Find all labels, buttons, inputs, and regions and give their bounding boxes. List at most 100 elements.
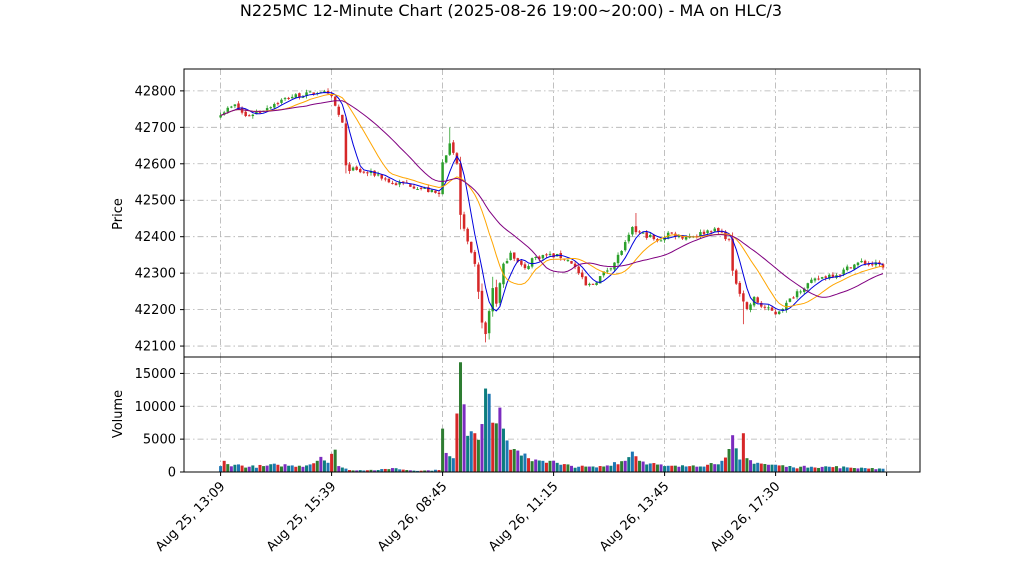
volume-bar (756, 462, 760, 472)
candle-body (416, 188, 419, 190)
volume-bar (806, 467, 810, 472)
volume-bar (351, 470, 355, 472)
volume-bar (634, 456, 638, 472)
candle-body (512, 252, 516, 259)
volume-bar (491, 422, 495, 472)
volume-bar (473, 433, 477, 472)
volume-bar (774, 464, 778, 472)
candle-body (820, 277, 824, 279)
volume-bar (691, 465, 695, 472)
candle-body (312, 92, 315, 94)
volume-bar (222, 460, 226, 472)
volume-bar (856, 468, 860, 472)
candle-body (219, 115, 222, 118)
candle-body (777, 311, 781, 314)
candle-body (795, 291, 799, 298)
candle-body (548, 253, 552, 255)
moving-average-lines (220, 91, 884, 312)
volume-bar (480, 424, 484, 472)
volume-bar (817, 467, 821, 472)
volume-bar (333, 449, 337, 472)
volume-bar (330, 453, 334, 472)
volume-bar (519, 455, 523, 472)
candle-body (523, 264, 527, 269)
candle-body (255, 111, 258, 115)
volume-bar (698, 466, 702, 472)
volume-bar (548, 460, 552, 472)
candle-body (308, 91, 312, 93)
volume-bar (376, 470, 380, 472)
candle-body (838, 274, 842, 276)
volume-bar (240, 465, 244, 472)
volume-bar (229, 466, 233, 472)
candle-body (656, 239, 659, 241)
volume-bar (788, 466, 792, 472)
candle-body (412, 186, 416, 189)
volume-bar (344, 468, 348, 472)
candle-body (824, 276, 827, 278)
candle-body (699, 232, 702, 237)
volume-bar (680, 465, 685, 472)
volume-bar (799, 466, 803, 472)
candle-body (459, 163, 462, 215)
volume-bar (437, 470, 441, 472)
volume-bar (416, 470, 420, 472)
volume-bar (655, 464, 659, 472)
volume-bar (398, 469, 402, 472)
candle-body (509, 252, 512, 261)
x-tick-label: Aug 26, 08:45 (375, 479, 451, 555)
candle-body (684, 236, 688, 240)
candle-body (430, 189, 434, 193)
volume-bar (466, 435, 470, 472)
candle-body (283, 98, 287, 100)
volume-y-axis-ticks: 0 5000 10000 15000 (135, 367, 184, 481)
candle-body (427, 187, 430, 193)
volume-bar (659, 464, 663, 472)
volume-bar (867, 468, 871, 472)
volume-bar (845, 467, 849, 472)
volume-bar (426, 470, 430, 472)
price-y-tick-label: 42400 (135, 230, 176, 245)
candle-body (802, 288, 806, 292)
candle-body (487, 311, 491, 334)
volume-bar (297, 465, 301, 472)
volume-bar (305, 465, 309, 472)
volume-bar (552, 460, 556, 472)
candle-body (681, 235, 684, 239)
candle-body (749, 304, 752, 310)
candle-body (720, 231, 724, 233)
volume-bar (695, 466, 699, 472)
candle-body (874, 262, 878, 266)
volume-bar (527, 458, 531, 472)
volume-bar (842, 466, 846, 472)
candle-body (627, 234, 631, 242)
candle-body (799, 291, 802, 293)
candle-body (437, 192, 441, 195)
volume-bars (219, 362, 885, 472)
volume-bar (394, 468, 398, 472)
candle-body (269, 107, 272, 109)
candle-body (477, 264, 480, 292)
candle-body (273, 104, 276, 108)
volume-bar (591, 466, 595, 472)
candle-body (330, 94, 333, 97)
price-y-axis-label: Price (111, 198, 126, 230)
volume-bar (509, 449, 513, 472)
volume-bar (670, 465, 674, 472)
candle-body (337, 106, 341, 115)
volume-bar (770, 464, 774, 472)
candle-body (702, 231, 706, 235)
candle-body (588, 283, 591, 286)
candle-body (638, 231, 641, 233)
volume-bar (505, 440, 509, 472)
volume-bar (716, 464, 720, 472)
volume-bar (813, 467, 817, 472)
volume-bar (315, 460, 319, 472)
volume-bar (537, 460, 541, 472)
candle-body (595, 282, 598, 285)
volume-bar (731, 435, 735, 472)
volume-bar (677, 466, 681, 472)
volume-bar (347, 470, 352, 472)
volume-bar (458, 362, 463, 472)
